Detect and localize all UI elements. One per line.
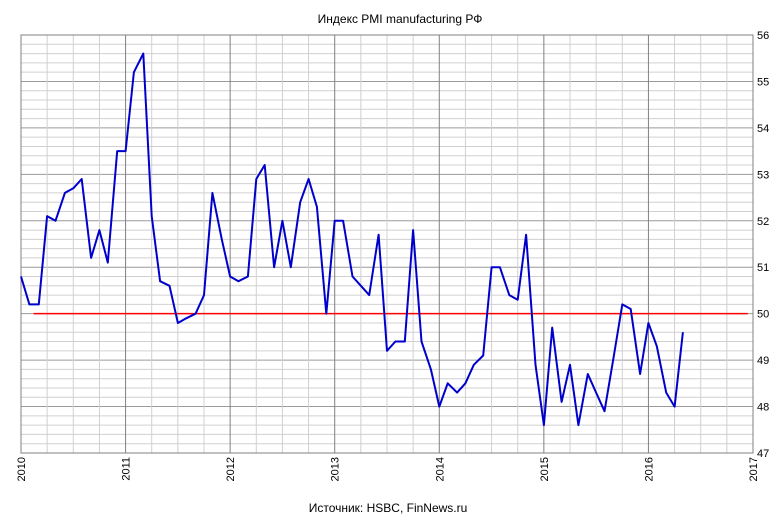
x-axis-tick-labels: 2010 2011 2012 2013 2014 2015 2016 2017 <box>16 457 760 481</box>
y-tick-label: 47 <box>757 448 769 460</box>
y-tick-label: 48 <box>757 402 769 414</box>
plot-area-frame <box>20 34 754 454</box>
x-tick-label: 2017 <box>748 457 760 481</box>
x-tick-label: 2012 <box>225 457 237 481</box>
x-tick-label: 2014 <box>434 457 446 481</box>
x-tick-label: 2011 <box>121 457 133 481</box>
gridlines <box>20 34 754 454</box>
series-line-pmi <box>20 52 684 427</box>
chart-title: Индекс PMI manufacturing РФ <box>318 12 483 26</box>
x-tick-label: 2013 <box>330 457 342 481</box>
x-tick-label: 2015 <box>539 457 551 481</box>
x-tick-label: 2010 <box>16 457 28 481</box>
source-note: Источник: HSBC, FinNews.ru <box>309 501 468 515</box>
y-tick-label: 54 <box>757 123 769 135</box>
y-axis-tick-labels: 47 48 49 50 51 52 53 54 55 56 <box>757 30 769 460</box>
y-tick-label: 53 <box>757 169 769 181</box>
x-tick-label: 2016 <box>643 457 655 481</box>
y-tick-label: 51 <box>757 262 769 274</box>
y-tick-label: 49 <box>757 355 769 367</box>
y-tick-label: 56 <box>757 30 769 42</box>
y-tick-label: 50 <box>757 309 769 321</box>
y-tick-label: 55 <box>757 76 769 88</box>
y-tick-label: 52 <box>757 216 769 228</box>
